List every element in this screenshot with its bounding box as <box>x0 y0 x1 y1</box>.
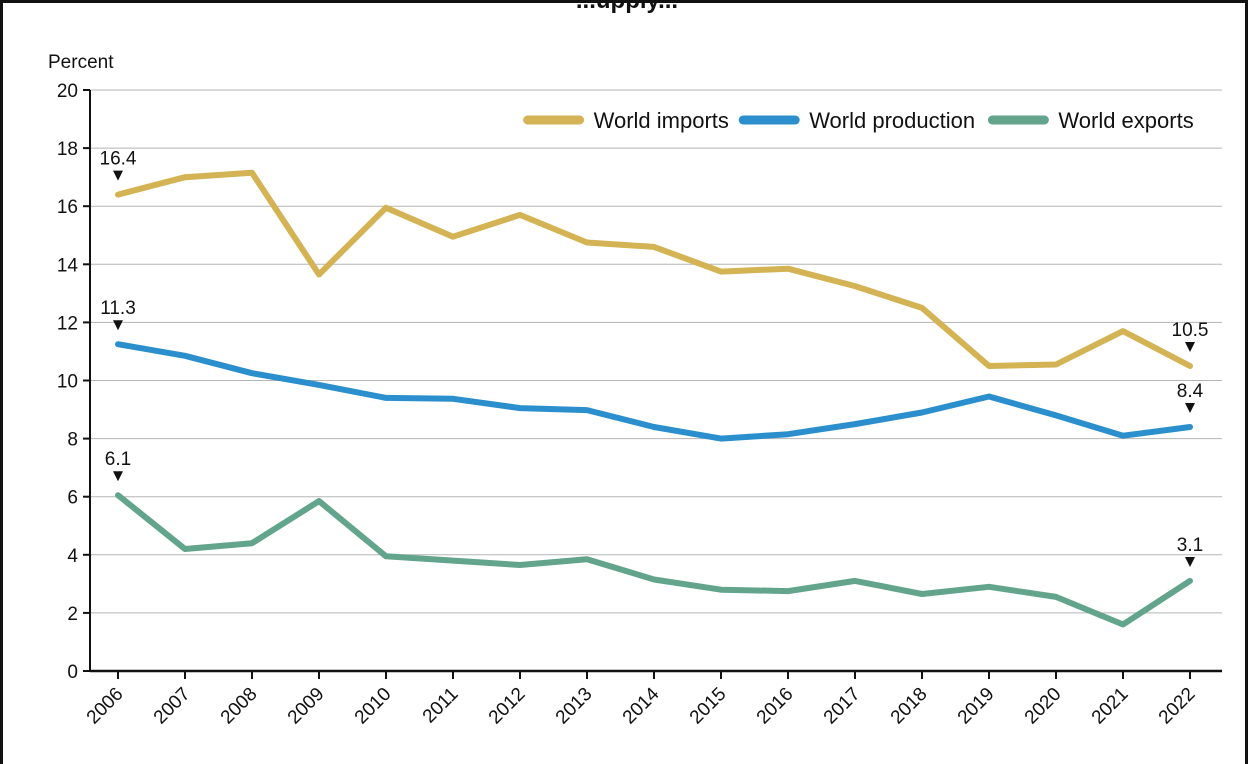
x-tick-label: 2013 <box>552 684 597 729</box>
data-label-arrow <box>1185 341 1195 352</box>
x-tick-label: 2016 <box>753 684 798 729</box>
y-tick-label: 14 <box>57 255 79 276</box>
chart-title: ...upply... <box>575 0 679 14</box>
x-tick-label: 2015 <box>686 684 731 729</box>
x-tick-label: 2009 <box>284 684 329 729</box>
data-label: 6.1 <box>105 449 131 470</box>
y-axis-label: Percent <box>48 52 114 73</box>
y-tick-label: 20 <box>57 81 78 102</box>
y-tick-label: 2 <box>67 604 78 625</box>
data-label: 11.3 <box>100 298 136 319</box>
y-tick-label: 16 <box>57 197 78 218</box>
legend-label: World production <box>809 108 975 133</box>
legend-label: World imports <box>594 108 729 133</box>
y-tick-label: 10 <box>57 372 78 393</box>
x-tick-label: 2010 <box>351 684 396 729</box>
y-tick-label: 0 <box>67 662 78 683</box>
gridlines <box>90 89 1222 614</box>
axes: 0 2 4 6 8 10 12 14 16 18 20 2006 2007 2008 2009 2010 201… <box>57 81 1222 728</box>
x-tick-label: 2022 <box>1155 684 1200 729</box>
x-tick-label: 2011 <box>419 684 463 728</box>
y-tick-label: 12 <box>57 313 78 334</box>
data-label: 10.5 <box>1172 320 1209 341</box>
data-label: 3.1 <box>1177 535 1203 556</box>
x-tick-label: 2017 <box>820 684 865 729</box>
x-tick-label: 2006 <box>83 684 128 729</box>
x-tick-label: 2014 <box>619 683 664 728</box>
x-tick-label: 2018 <box>887 684 932 729</box>
x-tick-label: 2007 <box>150 684 195 729</box>
data-labels: 16.4 10.5 11.3 8.4 6.1 3.1 <box>100 149 1209 567</box>
x-tick-label: 2020 <box>1021 684 1066 729</box>
y-tick-label: 6 <box>67 488 78 509</box>
x-tick-label: 2019 <box>954 684 999 729</box>
y-tick-label: 4 <box>67 546 78 567</box>
data-label: 8.4 <box>1177 381 1204 402</box>
data-label-arrow <box>113 170 123 181</box>
y-tick-label: 18 <box>57 139 78 160</box>
legend-label: World exports <box>1058 108 1193 133</box>
data-label-arrow <box>113 320 123 331</box>
series-lines <box>115 169 1193 628</box>
series-line-world-exports <box>115 492 1193 628</box>
x-tick-label: 2021 <box>1088 684 1133 729</box>
series-line-world-imports <box>115 169 1193 369</box>
legend: World imports World production World expor… <box>523 108 1194 133</box>
data-label-arrow <box>1185 402 1195 413</box>
data-label-arrow <box>1185 556 1195 567</box>
y-tick-label: 8 <box>67 430 78 451</box>
data-label: 16.4 <box>100 149 137 170</box>
series-line-world-production <box>115 341 1193 442</box>
data-label-arrow <box>113 471 123 482</box>
x-tick-label: 2012 <box>485 684 530 729</box>
x-tick-label: 2008 <box>217 684 262 729</box>
